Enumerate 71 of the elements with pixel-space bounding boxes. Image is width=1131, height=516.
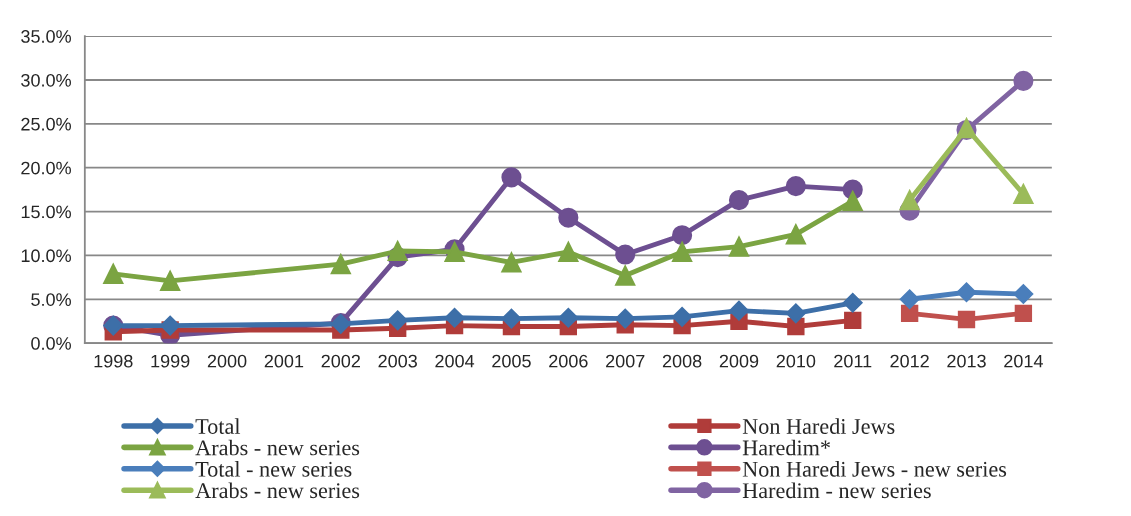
point (1013, 183, 1034, 205)
x-tick-label: 2001 (264, 354, 304, 368)
legend-label: Non Haredi Jews - new series (742, 461, 1007, 477)
point (785, 303, 806, 324)
point (785, 176, 806, 197)
x-tick-label: 2010 (776, 354, 816, 368)
point (558, 207, 579, 228)
x-tick-label: 2007 (606, 354, 645, 368)
y-tick-label: 25.0% (21, 117, 71, 131)
point (672, 306, 692, 327)
legend-label: Arabs - new series (195, 439, 360, 456)
point (615, 308, 636, 329)
x-tick-label: 2008 (662, 354, 702, 368)
point (787, 317, 805, 336)
point (615, 265, 636, 286)
legend-label: Total - new series (195, 461, 352, 477)
point (672, 241, 693, 262)
point (842, 190, 863, 212)
x-tick-label: 2003 (378, 354, 417, 368)
point (729, 300, 749, 321)
point (728, 236, 750, 257)
y-tick-label: 20.0% (21, 161, 71, 175)
y-tick-label: 30.0% (21, 73, 71, 87)
point (160, 270, 181, 291)
x-tick-label: 2009 (719, 354, 759, 368)
legend-label: Haredim* (742, 439, 830, 456)
x-tick-label: 2004 (435, 354, 475, 368)
point (900, 304, 919, 322)
point (844, 311, 862, 330)
point (956, 282, 977, 303)
point (1013, 284, 1034, 304)
legend-label: Total (195, 418, 241, 434)
point (728, 190, 750, 211)
point (103, 263, 124, 284)
x-tick-label: 2006 (549, 354, 588, 368)
x-tick-label: 2002 (321, 354, 360, 368)
point (1013, 70, 1034, 91)
x-tick-label: 2014 (1004, 354, 1043, 368)
point (615, 244, 636, 265)
point (842, 292, 863, 313)
legend-label: Haredim - new series (742, 482, 931, 499)
point (501, 252, 522, 273)
y-tick-label: 15.0% (21, 205, 71, 219)
point (387, 310, 408, 331)
point (899, 190, 920, 211)
y-tick-label: 5.0% (31, 293, 71, 306)
point (160, 315, 181, 336)
point (785, 224, 806, 245)
x-tick-label: 1999 (151, 354, 190, 368)
point (1014, 304, 1033, 322)
y-tick-label: 35.0% (21, 30, 71, 43)
point (558, 307, 579, 328)
point (330, 254, 351, 275)
point (387, 240, 408, 262)
y-tick-label: 0.0% (31, 337, 71, 350)
x-tick-label: 2011 (834, 354, 872, 368)
point (501, 167, 522, 188)
x-tick-label: 2013 (947, 354, 986, 368)
point (672, 225, 693, 246)
x-tick-label: 2012 (890, 354, 929, 368)
point (899, 289, 920, 310)
y-tick-label: 10.0% (21, 249, 71, 263)
point (558, 241, 579, 262)
point (444, 307, 465, 328)
legend-label: Non Haredi Jews (742, 418, 895, 434)
legend-label: Arabs - new series (195, 482, 360, 499)
x-tick-label: 1998 (94, 354, 133, 368)
point (501, 308, 522, 329)
x-tick-label: 2005 (492, 354, 531, 368)
point (957, 310, 976, 329)
x-tick-label: 2000 (207, 354, 247, 368)
